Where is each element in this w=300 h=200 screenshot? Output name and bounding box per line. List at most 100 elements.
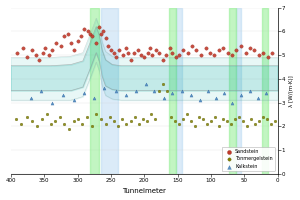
Point — [190, 44, 195, 47]
Point — [109, 49, 113, 52]
Point — [48, 122, 53, 125]
Point — [205, 89, 210, 92]
Point — [188, 120, 193, 123]
Point — [75, 39, 80, 42]
Point — [252, 49, 257, 52]
Point — [157, 51, 161, 54]
Point — [80, 122, 85, 125]
Point — [213, 96, 218, 99]
Point — [111, 120, 116, 123]
Point — [260, 115, 265, 118]
Bar — [262, 8, 268, 174]
Point — [123, 94, 128, 97]
Point — [180, 89, 184, 92]
Point — [220, 118, 225, 121]
Point — [152, 89, 157, 92]
Point — [238, 44, 243, 47]
Point — [30, 49, 34, 52]
Point — [65, 32, 70, 35]
Point — [160, 82, 165, 85]
Point — [263, 91, 268, 95]
Point — [58, 115, 63, 118]
Point — [90, 34, 94, 38]
Point — [147, 46, 152, 50]
Point — [121, 53, 125, 57]
Point — [164, 89, 169, 92]
Point — [272, 120, 277, 123]
Bar — [229, 8, 236, 174]
Point — [150, 53, 154, 57]
Point — [71, 120, 76, 123]
Point — [170, 51, 175, 54]
Point — [140, 118, 145, 121]
Point — [181, 118, 185, 121]
Point — [194, 49, 199, 52]
Bar — [89, 8, 99, 174]
Point — [148, 113, 153, 116]
Point — [92, 96, 97, 99]
Point — [66, 127, 71, 130]
Point — [36, 58, 41, 61]
Point — [50, 49, 55, 52]
Point — [256, 53, 261, 57]
Point — [107, 115, 112, 118]
Point — [162, 96, 167, 99]
Point — [35, 125, 40, 128]
Point — [84, 115, 89, 118]
Point — [222, 91, 227, 95]
Point — [145, 120, 149, 123]
Point — [184, 113, 189, 116]
Point — [160, 58, 165, 61]
Point — [163, 53, 168, 57]
Point — [82, 27, 87, 31]
Point — [270, 51, 275, 54]
Point — [102, 87, 106, 90]
Point — [265, 118, 269, 121]
Point — [247, 46, 252, 50]
Point — [157, 89, 161, 92]
Point — [68, 42, 73, 45]
Point — [208, 120, 213, 123]
Point — [170, 91, 175, 95]
Bar — [169, 8, 175, 174]
Point — [255, 96, 260, 99]
Bar — [101, 8, 118, 174]
Point — [47, 53, 52, 57]
Point — [97, 25, 101, 28]
Point — [193, 125, 197, 128]
Point — [62, 34, 67, 38]
Point — [60, 94, 65, 97]
Point — [205, 122, 209, 125]
Point — [200, 118, 205, 121]
Point — [62, 122, 67, 125]
Point — [241, 120, 245, 123]
Point — [236, 115, 241, 118]
Point — [230, 53, 235, 57]
Point — [72, 49, 76, 52]
Point — [112, 51, 117, 54]
Point — [188, 94, 193, 97]
Point — [212, 53, 217, 57]
Point — [253, 122, 257, 125]
Point — [94, 113, 99, 116]
Point — [15, 51, 20, 54]
Point — [85, 30, 90, 33]
Y-axis label: λ [W/(m·K)]: λ [W/(m·K)] — [290, 75, 294, 107]
Point — [260, 51, 265, 54]
Point — [244, 125, 249, 128]
Point — [128, 58, 133, 61]
Point — [116, 49, 121, 52]
Point — [224, 120, 229, 123]
Point — [40, 51, 45, 54]
Point — [212, 115, 217, 118]
Point — [268, 122, 273, 125]
Point — [243, 51, 248, 54]
Point — [20, 46, 25, 50]
Point — [98, 32, 103, 35]
Point — [34, 53, 39, 57]
Point — [196, 115, 201, 118]
Point — [114, 56, 118, 59]
Point — [185, 51, 190, 54]
Point — [265, 56, 270, 59]
Point — [58, 44, 63, 47]
